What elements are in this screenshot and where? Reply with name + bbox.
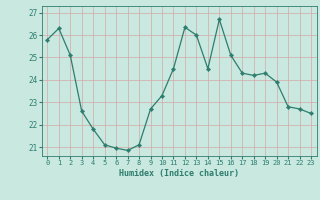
X-axis label: Humidex (Indice chaleur): Humidex (Indice chaleur)	[119, 169, 239, 178]
